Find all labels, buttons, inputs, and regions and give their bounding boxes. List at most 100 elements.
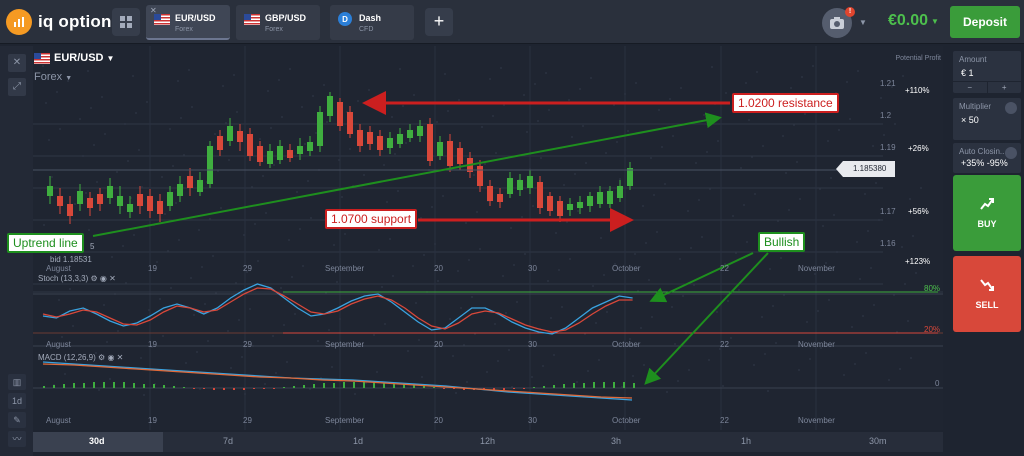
macd-histogram-bar	[563, 384, 565, 388]
logo[interactable]: iq option	[6, 9, 112, 35]
add-tab-button[interactable]: +	[425, 8, 453, 36]
chevron-down-icon[interactable]: ▼	[859, 18, 867, 27]
map-dot	[436, 121, 438, 123]
map-dot	[864, 193, 866, 195]
gear-icon[interactable]: ⚙	[90, 274, 98, 283]
map-dot	[727, 300, 729, 302]
asset-category[interactable]: Forex ▼	[34, 71, 72, 83]
macd-histogram-bar	[103, 382, 105, 388]
gear-icon[interactable]: ⚙	[98, 353, 106, 362]
multiplier-value[interactable]: × 50	[961, 115, 979, 125]
timeframe-7d[interactable]: 7d	[223, 436, 234, 446]
map-dot	[93, 144, 95, 146]
map-dot	[233, 74, 235, 76]
x-label: August	[46, 264, 71, 273]
amount-value[interactable]: € 1	[961, 68, 974, 78]
trend-down-icon	[980, 279, 994, 291]
x-label: 29	[243, 416, 252, 425]
map-dot	[788, 209, 790, 211]
close-icon[interactable]: ✕	[150, 6, 157, 15]
map-dot	[582, 125, 584, 127]
candle-body	[437, 142, 443, 156]
tab-eurusd[interactable]: ✕ EUR/USD Forex	[146, 5, 230, 40]
timeframe-30d[interactable]: 30d	[89, 436, 105, 446]
chevron-down-icon: ▼	[106, 53, 115, 63]
grid-icon	[120, 16, 132, 28]
map-dot	[51, 176, 53, 178]
candle-body	[87, 198, 93, 208]
info-icon[interactable]	[1005, 147, 1017, 159]
map-dot	[650, 157, 652, 159]
tab-dash[interactable]: D Dash CFD	[330, 5, 414, 40]
chevron-down-icon[interactable]: ▼	[931, 17, 939, 26]
autoclose-value[interactable]: +35% -95%	[961, 158, 1008, 168]
pencil-button[interactable]: ✎	[8, 412, 26, 428]
macd-histogram-bar	[443, 388, 445, 389]
map-dot	[796, 161, 798, 163]
map-dot	[606, 311, 608, 313]
autoclose-field[interactable]: Auto Closin... +35% -95%	[953, 143, 1021, 173]
tab-gbpusd[interactable]: GBP/USD Forex	[236, 5, 320, 40]
timeframe-12h[interactable]: 12h	[480, 436, 496, 446]
eye-icon[interactable]: ◉	[99, 274, 107, 283]
stoch-title[interactable]: Stoch (13,3,3) ⚙ ◉ ✕	[38, 274, 116, 283]
map-dot	[177, 80, 179, 82]
expand-button[interactable]: ⤢	[8, 78, 26, 96]
candle-body	[77, 191, 83, 204]
chart-type-button[interactable]: 〰	[8, 431, 26, 447]
macd-histogram-bar	[63, 384, 65, 388]
indicators-button[interactable]: ▥	[8, 374, 26, 390]
eye-icon[interactable]: ◉	[107, 353, 115, 362]
deposit-button[interactable]: Deposit	[950, 6, 1020, 38]
map-dot	[326, 121, 328, 123]
sell-button[interactable]: SELL	[953, 256, 1021, 332]
map-dot	[561, 306, 563, 308]
close-icon[interactable]: ✕	[109, 274, 116, 283]
multiplier-field[interactable]: Multiplier × 50	[953, 98, 1021, 140]
map-dot	[801, 76, 803, 78]
macd-signal-line	[42, 363, 633, 399]
map-dot	[289, 68, 291, 70]
map-dot	[711, 66, 713, 68]
plus-button[interactable]: +	[1001, 83, 1007, 92]
map-dot	[363, 174, 365, 176]
close-icon[interactable]: ✕	[116, 353, 124, 362]
x-label: September	[325, 264, 365, 273]
x-label: October	[612, 416, 641, 425]
macd-histogram-bar	[153, 384, 155, 388]
candle-period-button[interactable]: 1d	[8, 393, 26, 409]
close-chart-button[interactable]: ✕	[8, 54, 26, 72]
timeframe-1h[interactable]: 1h	[741, 436, 752, 446]
macd-title[interactable]: MACD (12,26,9) ⚙ ◉ ✕	[38, 353, 123, 362]
map-dot	[333, 244, 335, 246]
chart-canvas[interactable]	[33, 46, 943, 430]
x-label: 19	[148, 416, 157, 425]
map-dot	[661, 146, 663, 148]
balance[interactable]: €0.00	[888, 12, 929, 29]
map-dot	[191, 106, 193, 108]
x-label: 20	[434, 416, 443, 425]
info-icon[interactable]	[1005, 102, 1017, 114]
map-dot	[690, 247, 692, 249]
pair-selector[interactable]: EUR/USD ▼	[34, 52, 114, 64]
timeframe-30m[interactable]: 30m	[869, 436, 887, 446]
map-dot	[724, 263, 726, 265]
candle-body	[577, 202, 583, 208]
timeframe-3h[interactable]: 3h	[611, 436, 622, 446]
minus-button[interactable]: −	[953, 82, 988, 93]
asset-grid-button[interactable]	[112, 8, 140, 36]
amount-stepper[interactable]: − +	[953, 81, 1021, 93]
map-dot	[196, 351, 198, 353]
timeframe-bar: 30d 7d 1d 12h 3h 1h 30m	[33, 432, 943, 452]
amount-field[interactable]: Amount € 1 − +	[953, 51, 1021, 93]
map-dot	[576, 381, 578, 383]
x-label: 29	[243, 264, 252, 273]
map-dot	[817, 310, 819, 312]
map-dot	[280, 287, 282, 289]
map-dot	[402, 105, 404, 107]
timeframe-1d[interactable]: 1d	[353, 436, 364, 446]
map-dot	[132, 75, 134, 77]
map-dot	[550, 317, 552, 319]
buy-button[interactable]: BUY	[953, 175, 1021, 251]
map-dot	[227, 330, 229, 332]
